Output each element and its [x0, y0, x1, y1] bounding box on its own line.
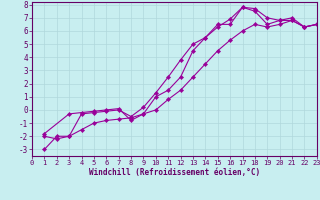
- X-axis label: Windchill (Refroidissement éolien,°C): Windchill (Refroidissement éolien,°C): [89, 168, 260, 177]
